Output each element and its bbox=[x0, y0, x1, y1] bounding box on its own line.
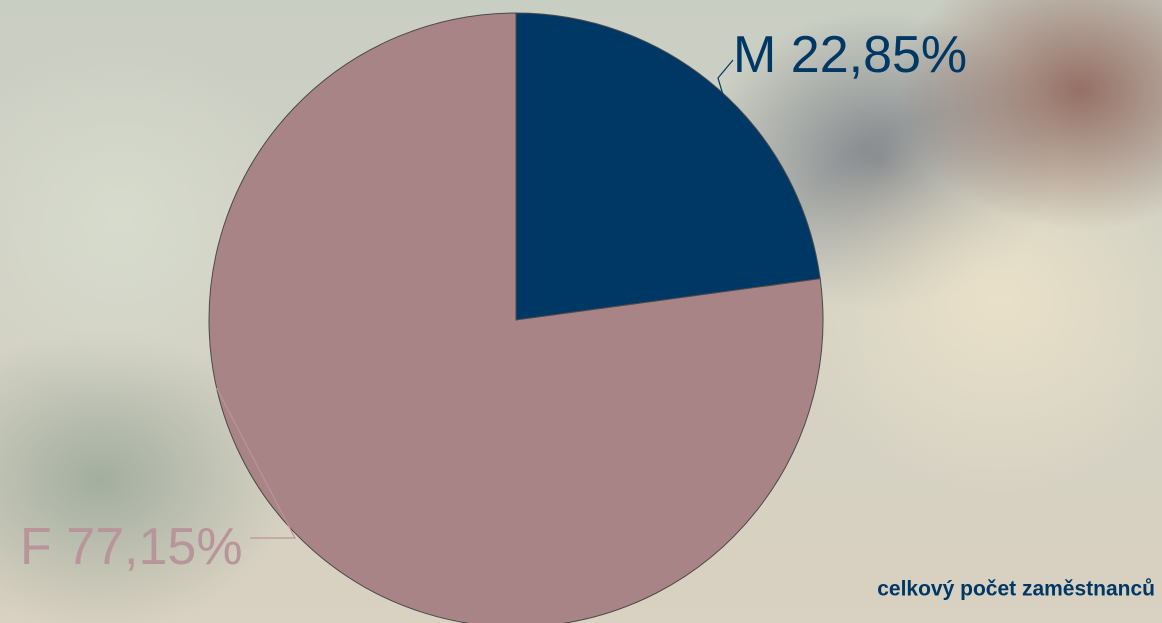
page: {"chart_data": {"type": "pie", "title": … bbox=[0, 0, 1162, 623]
slice-value-label: 77,15% bbox=[66, 518, 242, 576]
slice-category: F bbox=[20, 518, 52, 576]
slice-label: M 22,85% bbox=[733, 26, 967, 84]
slice-value-label: 22,85% bbox=[791, 26, 967, 84]
pie bbox=[209, 13, 823, 623]
chart: celkový počet zaměstnanců M 22,85% F 77,1… bbox=[0, 0, 1162, 623]
slice-category: M bbox=[733, 26, 776, 84]
slice-label: F 77,15% bbox=[20, 518, 243, 576]
chart-caption: celkový počet zaměstnanců bbox=[877, 578, 1155, 601]
